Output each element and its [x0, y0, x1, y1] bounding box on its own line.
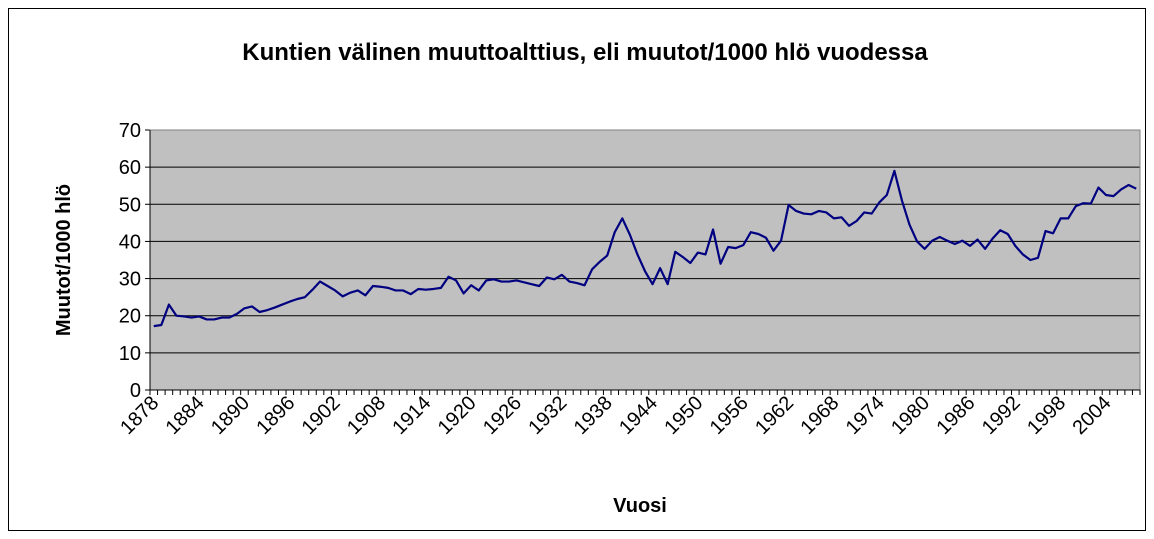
chart-title: Kuntien välinen muuttoalttius, eli muuto…	[242, 39, 928, 66]
y-axis-title: Muutot/1000 hlö	[53, 184, 75, 336]
y-tick-label: 10	[119, 343, 141, 365]
y-tick-label: 40	[119, 231, 141, 253]
y-tick-label: 50	[119, 194, 141, 216]
y-tick-label: 30	[119, 269, 141, 291]
data-line	[153, 169, 1137, 328]
y-tick-label: 20	[119, 306, 141, 328]
x-axis-title: Vuosi	[613, 495, 667, 517]
y-tick-label: 0	[130, 380, 141, 402]
y-tick-label: 60	[119, 157, 141, 179]
y-tick-label: 70	[119, 120, 141, 142]
plot-area	[150, 130, 1140, 390]
